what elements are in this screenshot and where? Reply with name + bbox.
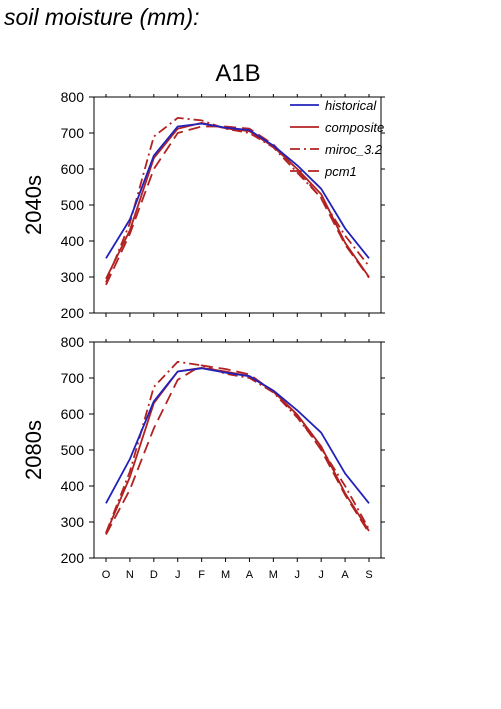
y-tick-label: 800 bbox=[61, 89, 85, 105]
x-tick-label: J bbox=[295, 569, 301, 581]
y-tick-label: 300 bbox=[61, 269, 85, 285]
legend-label-pcm1: pcm1 bbox=[324, 164, 357, 179]
legend-label-miroc_3.2: miroc_3.2 bbox=[325, 142, 383, 157]
y-tick-label: 600 bbox=[61, 161, 85, 177]
y-tick-label: 700 bbox=[61, 370, 85, 386]
series-line-pcm1 bbox=[105, 364, 370, 536]
panel-2040s: 200 300 400 500 600 700 800 2040s bbox=[21, 89, 385, 321]
y-tick-label: 400 bbox=[61, 233, 85, 249]
x-tick-label: A bbox=[246, 569, 254, 581]
x-tick-label: M bbox=[221, 569, 230, 581]
panel-2080s: 200 300 400 500 600 700 800 2080s bbox=[21, 334, 385, 566]
panel-label: 2040s bbox=[21, 175, 46, 235]
legend-label-composite: composite bbox=[325, 120, 384, 135]
y-tick-label: 300 bbox=[61, 514, 85, 530]
legend-label-historical: historical bbox=[325, 98, 377, 113]
x-tick-label: J bbox=[318, 569, 324, 581]
y-tick-label: 700 bbox=[61, 125, 85, 141]
y-tick-label: 500 bbox=[61, 197, 85, 213]
y-tick-label: 600 bbox=[61, 406, 85, 422]
x-tick-label: A bbox=[341, 569, 349, 581]
y-tick-label: 500 bbox=[61, 442, 85, 458]
y-tick-label: 800 bbox=[61, 334, 85, 350]
x-tick-label: F bbox=[198, 569, 205, 581]
y-tick-label: 400 bbox=[61, 478, 85, 494]
series-line-pcm1 bbox=[105, 125, 370, 286]
x-tick-label: D bbox=[150, 569, 158, 581]
panel-label: 2080s bbox=[21, 420, 46, 480]
series-line-historical bbox=[105, 367, 370, 504]
x-tick-label: J bbox=[175, 569, 181, 581]
x-tick-label: O bbox=[102, 569, 111, 581]
chart-title: A1B bbox=[215, 60, 260, 87]
x-tick-label: N bbox=[126, 569, 134, 581]
legend: historical composite miroc_3.2 pcm1 bbox=[290, 98, 384, 179]
y-tick-label: 200 bbox=[61, 305, 85, 321]
series-line-historical bbox=[105, 122, 370, 259]
y-tick-label: 200 bbox=[61, 550, 85, 566]
x-tick-label: M bbox=[269, 569, 278, 581]
panels-layer: 200 300 400 500 600 700 800 2040s 200 300 400 500 60… bbox=[21, 89, 385, 566]
page-title: soil moisture (mm): bbox=[4, 4, 200, 30]
x-tick-label: S bbox=[365, 569, 372, 581]
series-line-miroc_3.2 bbox=[105, 117, 370, 283]
